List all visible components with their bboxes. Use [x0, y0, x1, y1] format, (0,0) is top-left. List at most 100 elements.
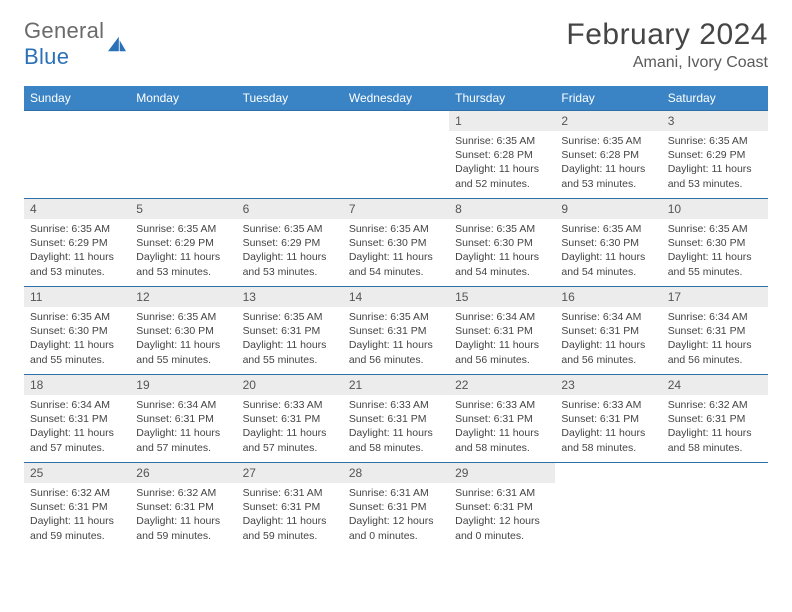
- day-content: Sunrise: 6:35 AMSunset: 6:29 PMDaylight:…: [662, 131, 768, 196]
- day-number: 14: [343, 287, 449, 307]
- day-content: Sunrise: 6:35 AMSunset: 6:30 PMDaylight:…: [555, 219, 661, 284]
- day-number: 3: [662, 111, 768, 131]
- calendar-week-row: 25Sunrise: 6:32 AMSunset: 6:31 PMDayligh…: [24, 463, 768, 551]
- day-number: 18: [24, 375, 130, 395]
- logo-sail-icon: [106, 35, 128, 53]
- weekday-header: Saturday: [662, 86, 768, 111]
- day-number: 10: [662, 199, 768, 219]
- calendar-day-cell: 23Sunrise: 6:33 AMSunset: 6:31 PMDayligh…: [555, 375, 661, 463]
- weekday-header: Thursday: [449, 86, 555, 111]
- calendar-day-cell: 19Sunrise: 6:34 AMSunset: 6:31 PMDayligh…: [130, 375, 236, 463]
- calendar-day-cell: 3Sunrise: 6:35 AMSunset: 6:29 PMDaylight…: [662, 111, 768, 199]
- calendar-body: 1Sunrise: 6:35 AMSunset: 6:28 PMDaylight…: [24, 111, 768, 551]
- day-number: 20: [237, 375, 343, 395]
- day-content: Sunrise: 6:35 AMSunset: 6:31 PMDaylight:…: [343, 307, 449, 372]
- logo-text-general: General: [24, 18, 104, 43]
- weekday-header: Sunday: [24, 86, 130, 111]
- calendar-day-cell: 1Sunrise: 6:35 AMSunset: 6:28 PMDaylight…: [449, 111, 555, 199]
- day-content: Sunrise: 6:35 AMSunset: 6:30 PMDaylight:…: [662, 219, 768, 284]
- day-content: Sunrise: 6:33 AMSunset: 6:31 PMDaylight:…: [343, 395, 449, 460]
- calendar-day-cell: 11Sunrise: 6:35 AMSunset: 6:30 PMDayligh…: [24, 287, 130, 375]
- calendar-table: SundayMondayTuesdayWednesdayThursdayFrid…: [24, 86, 768, 551]
- calendar-day-cell: 10Sunrise: 6:35 AMSunset: 6:30 PMDayligh…: [662, 199, 768, 287]
- day-content: Sunrise: 6:35 AMSunset: 6:29 PMDaylight:…: [24, 219, 130, 284]
- day-content: Sunrise: 6:34 AMSunset: 6:31 PMDaylight:…: [449, 307, 555, 372]
- calendar-day-cell: 26Sunrise: 6:32 AMSunset: 6:31 PMDayligh…: [130, 463, 236, 551]
- day-number: 21: [343, 375, 449, 395]
- day-content: Sunrise: 6:32 AMSunset: 6:31 PMDaylight:…: [130, 483, 236, 548]
- calendar-day-cell: 29Sunrise: 6:31 AMSunset: 6:31 PMDayligh…: [449, 463, 555, 551]
- calendar-day-cell: 21Sunrise: 6:33 AMSunset: 6:31 PMDayligh…: [343, 375, 449, 463]
- day-content: Sunrise: 6:31 AMSunset: 6:31 PMDaylight:…: [237, 483, 343, 548]
- day-content: Sunrise: 6:31 AMSunset: 6:31 PMDaylight:…: [449, 483, 555, 548]
- calendar-day-cell: 15Sunrise: 6:34 AMSunset: 6:31 PMDayligh…: [449, 287, 555, 375]
- calendar-day-cell: 27Sunrise: 6:31 AMSunset: 6:31 PMDayligh…: [237, 463, 343, 551]
- calendar-day-cell: 14Sunrise: 6:35 AMSunset: 6:31 PMDayligh…: [343, 287, 449, 375]
- day-number: 22: [449, 375, 555, 395]
- day-content: Sunrise: 6:35 AMSunset: 6:31 PMDaylight:…: [237, 307, 343, 372]
- day-number: 8: [449, 199, 555, 219]
- weekday-header: Friday: [555, 86, 661, 111]
- calendar-week-row: 4Sunrise: 6:35 AMSunset: 6:29 PMDaylight…: [24, 199, 768, 287]
- weekday-header: Wednesday: [343, 86, 449, 111]
- calendar-day-cell: 20Sunrise: 6:33 AMSunset: 6:31 PMDayligh…: [237, 375, 343, 463]
- calendar-day-cell: [130, 111, 236, 199]
- calendar-day-cell: 28Sunrise: 6:31 AMSunset: 6:31 PMDayligh…: [343, 463, 449, 551]
- weekday-header: Monday: [130, 86, 236, 111]
- day-content: Sunrise: 6:35 AMSunset: 6:28 PMDaylight:…: [555, 131, 661, 196]
- day-content: Sunrise: 6:35 AMSunset: 6:30 PMDaylight:…: [343, 219, 449, 284]
- calendar-day-cell: 22Sunrise: 6:33 AMSunset: 6:31 PMDayligh…: [449, 375, 555, 463]
- calendar-week-row: 18Sunrise: 6:34 AMSunset: 6:31 PMDayligh…: [24, 375, 768, 463]
- calendar-day-cell: 2Sunrise: 6:35 AMSunset: 6:28 PMDaylight…: [555, 111, 661, 199]
- calendar-day-cell: 17Sunrise: 6:34 AMSunset: 6:31 PMDayligh…: [662, 287, 768, 375]
- day-number: 1: [449, 111, 555, 131]
- page-subtitle: Amani, Ivory Coast: [566, 54, 768, 72]
- calendar-day-cell: 16Sunrise: 6:34 AMSunset: 6:31 PMDayligh…: [555, 287, 661, 375]
- day-content: Sunrise: 6:35 AMSunset: 6:29 PMDaylight:…: [237, 219, 343, 284]
- day-number: 16: [555, 287, 661, 307]
- calendar-day-cell: 4Sunrise: 6:35 AMSunset: 6:29 PMDaylight…: [24, 199, 130, 287]
- day-content: Sunrise: 6:35 AMSunset: 6:30 PMDaylight:…: [24, 307, 130, 372]
- calendar-day-cell: [343, 111, 449, 199]
- day-number: 25: [24, 463, 130, 483]
- calendar-day-cell: [237, 111, 343, 199]
- day-number: 27: [237, 463, 343, 483]
- calendar-head: SundayMondayTuesdayWednesdayThursdayFrid…: [24, 86, 768, 111]
- day-number: 28: [343, 463, 449, 483]
- title-block: February 2024 Amani, Ivory Coast: [566, 18, 768, 72]
- calendar-day-cell: 5Sunrise: 6:35 AMSunset: 6:29 PMDaylight…: [130, 199, 236, 287]
- day-number: 2: [555, 111, 661, 131]
- day-number: 17: [662, 287, 768, 307]
- calendar-day-cell: 12Sunrise: 6:35 AMSunset: 6:30 PMDayligh…: [130, 287, 236, 375]
- day-content: Sunrise: 6:35 AMSunset: 6:30 PMDaylight:…: [449, 219, 555, 284]
- logo-text-blue: Blue: [24, 44, 69, 69]
- day-content: Sunrise: 6:34 AMSunset: 6:31 PMDaylight:…: [130, 395, 236, 460]
- day-content: Sunrise: 6:35 AMSunset: 6:28 PMDaylight:…: [449, 131, 555, 196]
- page-title: February 2024: [566, 18, 768, 52]
- day-number: 15: [449, 287, 555, 307]
- day-number: 24: [662, 375, 768, 395]
- day-number: 9: [555, 199, 661, 219]
- day-number: 4: [24, 199, 130, 219]
- day-content: Sunrise: 6:35 AMSunset: 6:29 PMDaylight:…: [130, 219, 236, 284]
- calendar-day-cell: 24Sunrise: 6:32 AMSunset: 6:31 PMDayligh…: [662, 375, 768, 463]
- day-number: 19: [130, 375, 236, 395]
- day-content: Sunrise: 6:32 AMSunset: 6:31 PMDaylight:…: [662, 395, 768, 460]
- day-content: Sunrise: 6:32 AMSunset: 6:31 PMDaylight:…: [24, 483, 130, 548]
- day-content: Sunrise: 6:34 AMSunset: 6:31 PMDaylight:…: [24, 395, 130, 460]
- day-content: Sunrise: 6:35 AMSunset: 6:30 PMDaylight:…: [130, 307, 236, 372]
- header: General Blue February 2024 Amani, Ivory …: [24, 18, 768, 72]
- day-number: 5: [130, 199, 236, 219]
- calendar-day-cell: [662, 463, 768, 551]
- day-content: Sunrise: 6:34 AMSunset: 6:31 PMDaylight:…: [662, 307, 768, 372]
- calendar-day-cell: 7Sunrise: 6:35 AMSunset: 6:30 PMDaylight…: [343, 199, 449, 287]
- calendar-day-cell: 13Sunrise: 6:35 AMSunset: 6:31 PMDayligh…: [237, 287, 343, 375]
- day-number: 29: [449, 463, 555, 483]
- calendar-week-row: 1Sunrise: 6:35 AMSunset: 6:28 PMDaylight…: [24, 111, 768, 199]
- day-number: 6: [237, 199, 343, 219]
- day-content: Sunrise: 6:33 AMSunset: 6:31 PMDaylight:…: [449, 395, 555, 460]
- calendar-week-row: 11Sunrise: 6:35 AMSunset: 6:30 PMDayligh…: [24, 287, 768, 375]
- calendar-day-cell: [24, 111, 130, 199]
- calendar-day-cell: [555, 463, 661, 551]
- weekday-header: Tuesday: [237, 86, 343, 111]
